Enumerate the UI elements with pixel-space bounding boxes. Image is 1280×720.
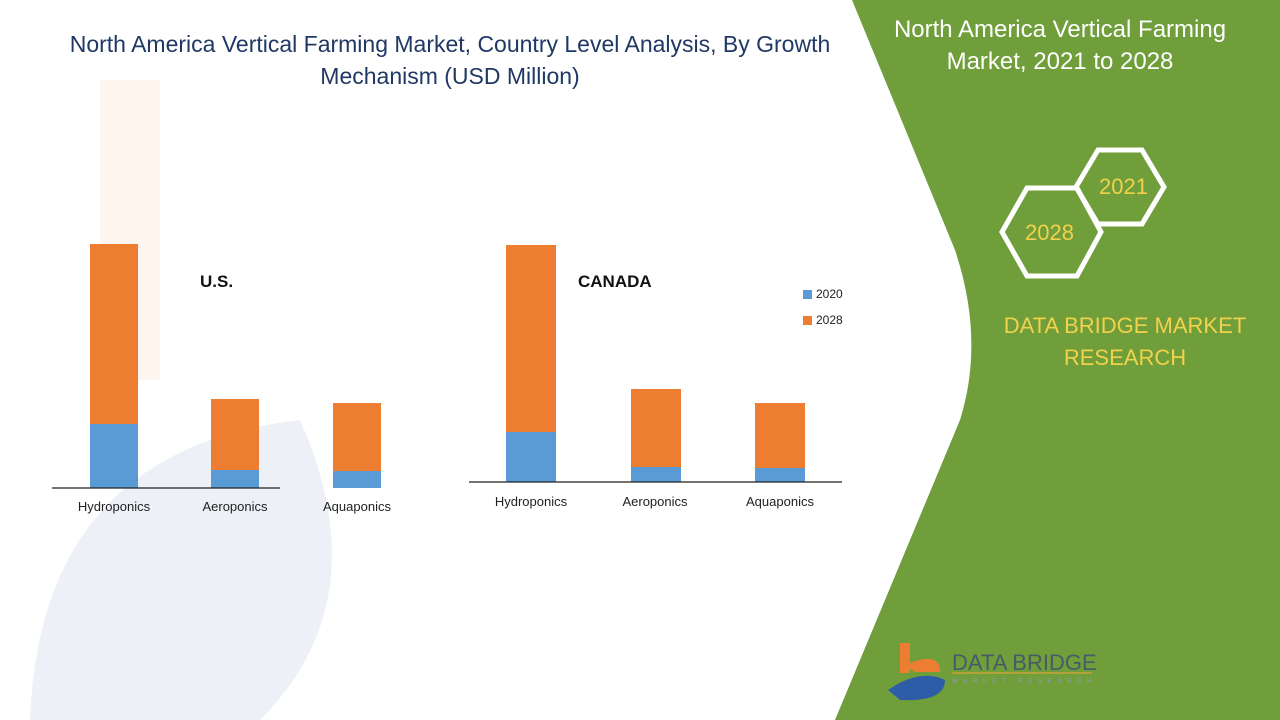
legend-item-2020: 2020 bbox=[803, 287, 843, 301]
brand-name: DATA BRIDGE MARKET RESEARCH bbox=[1003, 313, 1247, 370]
hexagon-icons bbox=[999, 147, 1167, 279]
watermark-logo bbox=[30, 80, 332, 720]
legend-label: 2020 bbox=[816, 287, 843, 301]
legend-swatch bbox=[803, 315, 812, 325]
green-panel bbox=[835, 0, 1280, 720]
us-x-label: Hydroponics bbox=[77, 499, 151, 514]
canada-bar-hydroponics-2020 bbox=[506, 432, 556, 482]
logo-subtext: MARKET RESEARCH bbox=[952, 678, 1097, 685]
canada-chart-title: CANADA bbox=[578, 272, 652, 291]
canada-x-label: Aeroponics bbox=[622, 494, 688, 509]
us-bar-hydroponics-2028 bbox=[90, 244, 138, 424]
us-chart-title: U.S. bbox=[200, 272, 234, 291]
canada-bar-aeroponics-2020 bbox=[631, 467, 681, 482]
us-x-label: Aeroponics bbox=[202, 499, 268, 514]
legend-swatch bbox=[803, 289, 812, 299]
panel-title: North America Vertical Farming Market, 2… bbox=[893, 16, 1227, 75]
us-bar-aquaponics-2020 bbox=[333, 471, 381, 488]
us-bar-aeroponics-2028 bbox=[211, 399, 259, 470]
canada-x-label: Aquaponics bbox=[746, 494, 814, 509]
logo-text: DATA BRIDGE bbox=[952, 650, 1097, 675]
canada-x-label: Hydroponics bbox=[494, 494, 568, 509]
canada-bar-hydroponics-2028 bbox=[506, 245, 556, 432]
legend-item-2028: 2028 bbox=[803, 313, 843, 327]
canada-bar-aquaponics-2020 bbox=[755, 468, 805, 482]
canada-bar-aeroponics-2028 bbox=[631, 389, 681, 467]
us-x-label: Aquaponics bbox=[323, 499, 391, 514]
hex-year-2021: 2021 bbox=[1099, 174, 1148, 199]
logo-icon bbox=[888, 643, 945, 701]
us-bar-hydroponics-2020 bbox=[90, 424, 138, 488]
us-bar-aeroponics-2020 bbox=[211, 470, 259, 488]
hex-year-2028: 2028 bbox=[1025, 220, 1074, 245]
chart-title: North America Vertical Farming Market, C… bbox=[69, 31, 831, 89]
us-bar-aquaponics-2028 bbox=[333, 403, 381, 471]
legend-label: 2028 bbox=[816, 313, 843, 327]
canada-bar-aquaponics-2028 bbox=[755, 403, 805, 468]
